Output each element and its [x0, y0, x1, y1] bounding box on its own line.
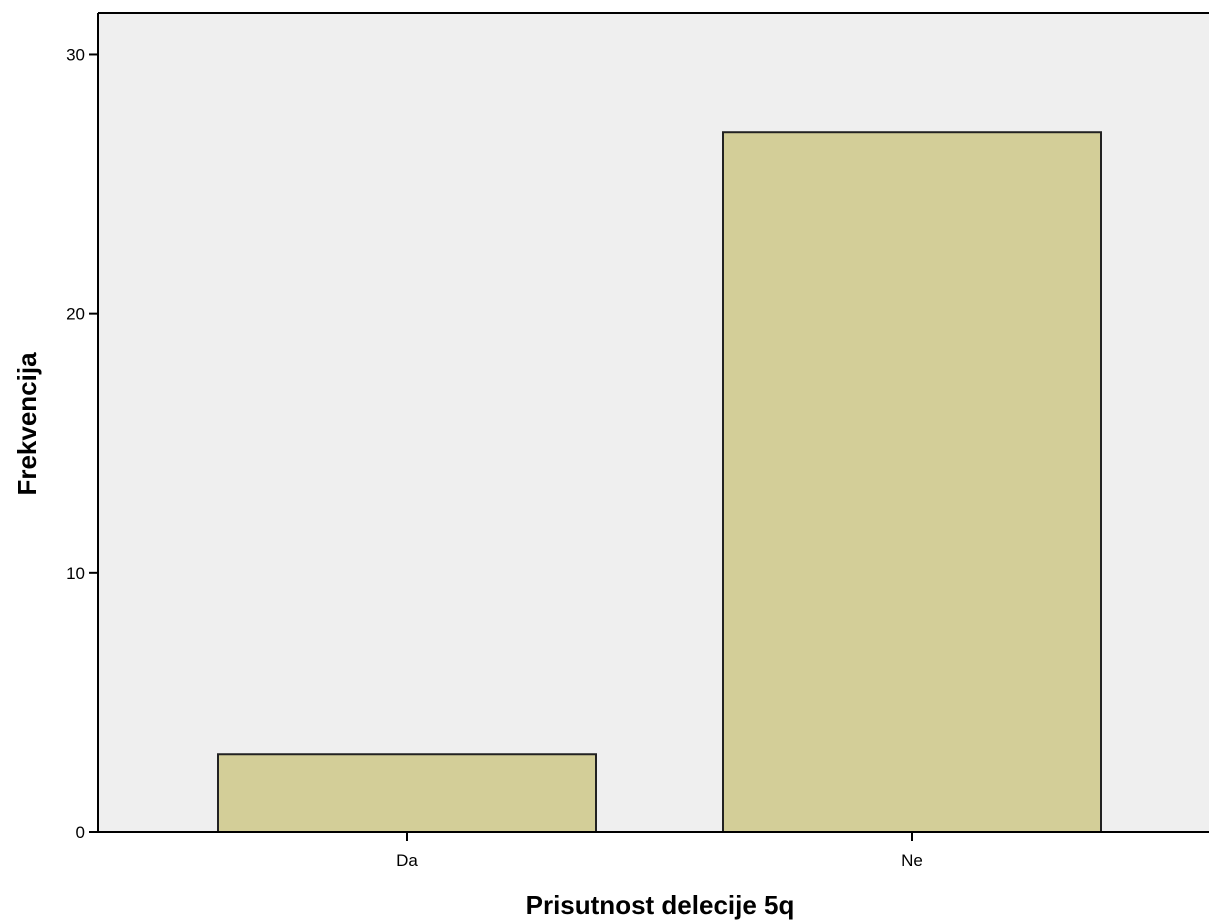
y-tick-label: 0: [76, 823, 85, 842]
x-ticks-group: Da Ne: [396, 832, 923, 870]
bar-da: [217, 753, 597, 833]
bar-ne: [722, 131, 1102, 834]
x-tick-label: Da: [396, 851, 418, 870]
bars-group: [217, 131, 1102, 834]
x-tick-label: Ne: [901, 851, 923, 870]
y-axis-title: Frekvencija: [12, 352, 42, 496]
y-ticks-group: 0 10 20 30: [66, 45, 98, 842]
y-tick-label: 10: [66, 564, 85, 583]
axes-group: [97, 12, 1209, 833]
y-tick-label: 20: [66, 305, 85, 324]
x-axis-title: Prisutnost delecije 5q: [526, 890, 795, 920]
y-tick-label: 30: [66, 45, 85, 64]
